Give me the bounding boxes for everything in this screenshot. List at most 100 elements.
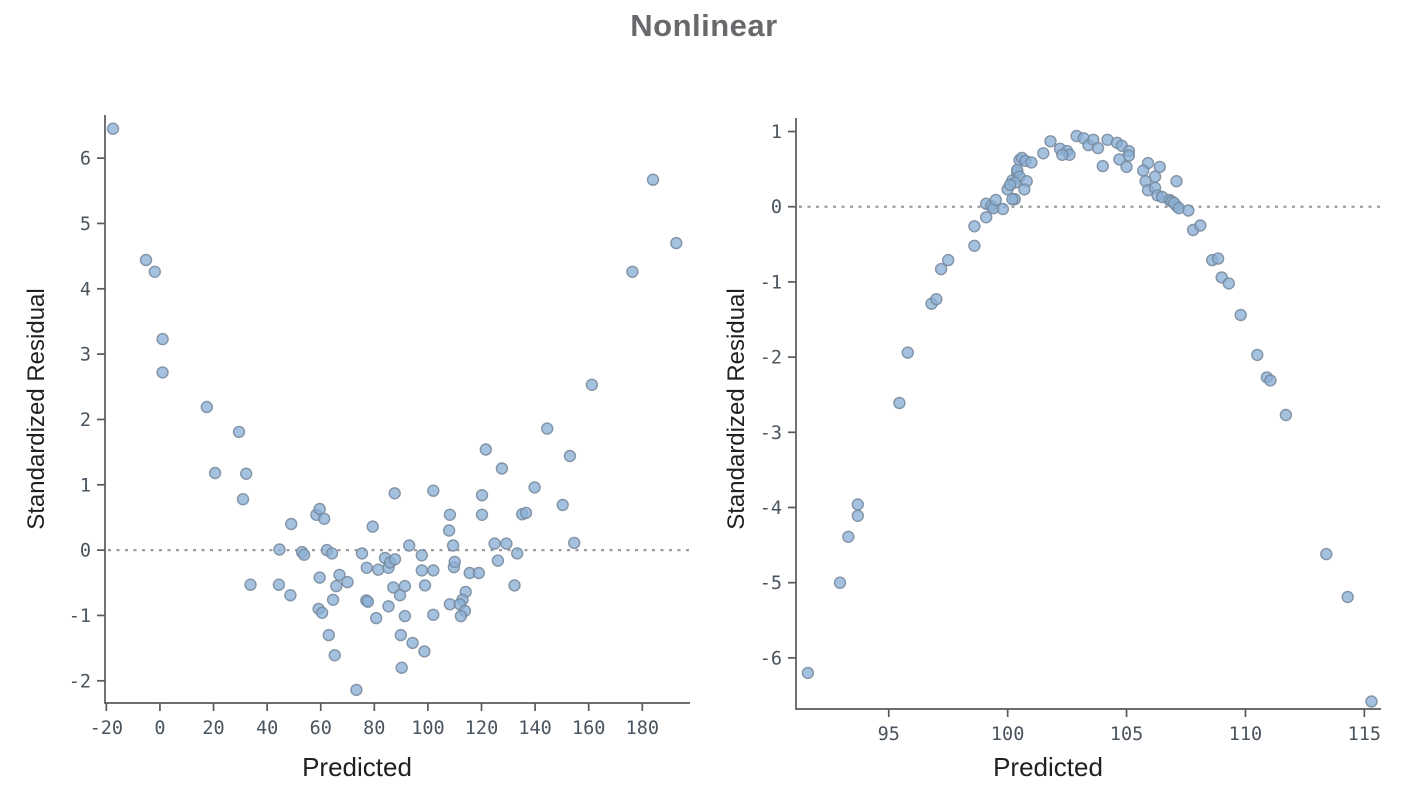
data-point [1194,219,1207,232]
data-point [393,589,407,602]
data-point [1037,147,1050,160]
data-point [273,543,286,556]
data-point [326,593,340,606]
data-point [585,378,599,391]
right-y-axis-label: Standardized Residual [723,288,750,530]
data-point [934,262,948,276]
data-point [1120,160,1133,174]
data-point [448,555,461,569]
data-point [443,508,457,521]
x-tick-label: 120 [465,718,498,739]
y-tick-label: 1 [80,475,91,496]
y-tick-label: 6 [80,149,91,170]
data-point [427,608,440,621]
data-point [244,578,257,591]
data-point [1113,153,1126,166]
data-point [996,202,1010,216]
data-point [930,293,943,306]
data-point [232,425,246,439]
data-point [491,554,505,567]
data-point [382,600,395,613]
data-point [355,547,369,560]
data-point [563,449,577,463]
data-point [1006,192,1019,206]
data-point [313,571,326,584]
data-point [418,645,431,658]
data-point [388,553,402,566]
y-tick-label: 4 [80,279,91,300]
x-tick-label: 40 [256,718,278,739]
data-point [1211,252,1225,265]
data-point [328,649,341,662]
data-point [989,193,1002,207]
x-tick-label: 60 [310,718,332,739]
y-tick-label: 5 [80,214,91,235]
y-tick-label: -6 [760,648,782,669]
data-point [427,484,440,497]
x-tick-label: 110 [1229,724,1262,745]
data-point [388,487,401,500]
x-tick-label: 160 [572,718,605,739]
data-point [1018,183,1031,196]
data-point [322,628,335,642]
y-tick-label: -4 [760,498,782,519]
data-point [1320,547,1333,561]
data-point [968,239,981,253]
y-tick-label: 3 [80,345,91,366]
data-point [1222,277,1236,290]
x-tick-label: 100 [991,724,1024,745]
data-point [475,508,489,521]
data-point [1182,204,1195,217]
data-point [442,524,456,537]
data-point [333,568,346,582]
data-point [236,493,250,506]
data-point [370,611,383,625]
data-point [313,502,326,516]
data-point [1234,308,1247,322]
data-point [284,589,297,602]
axis-spines [795,118,1381,710]
x-tick-label: 180 [626,718,659,739]
data-point [156,332,169,346]
data-point [472,566,485,580]
data-point [980,211,993,224]
data-point [139,253,153,267]
right-x-axis-label: Predicted [993,752,1103,782]
data-point [626,265,639,278]
data-point [418,579,432,592]
data-point [528,481,541,494]
data-point [315,606,329,619]
x-tick-label: 80 [363,718,385,739]
data-point [1091,141,1105,155]
data-point [350,683,363,697]
data-point [1096,159,1110,173]
data-point [568,536,581,550]
data-point [394,628,407,642]
data-point [511,547,524,560]
left-y-axis-label: Standardized Residual [23,288,50,530]
data-point [1044,135,1057,148]
data-point [415,549,428,562]
x-tick-label: 140 [518,718,551,739]
data-point [446,539,460,552]
data-point [297,548,311,561]
axis-spines [104,115,690,704]
left-x-axis-label: Predicted [302,752,412,782]
data-point [1365,695,1378,708]
x-tick-label: 95 [878,724,900,745]
data-point [968,220,981,233]
data-point [366,520,379,533]
data-point [148,265,162,278]
data-point [285,517,298,531]
data-point [901,346,914,359]
data-point [318,512,331,525]
data-point [156,366,169,379]
data-point [646,173,660,186]
data-point [842,530,855,543]
data-point [1003,178,1017,192]
data-point [330,579,343,593]
data-point [670,236,683,250]
data-point [208,466,222,480]
data-point [1264,374,1277,387]
